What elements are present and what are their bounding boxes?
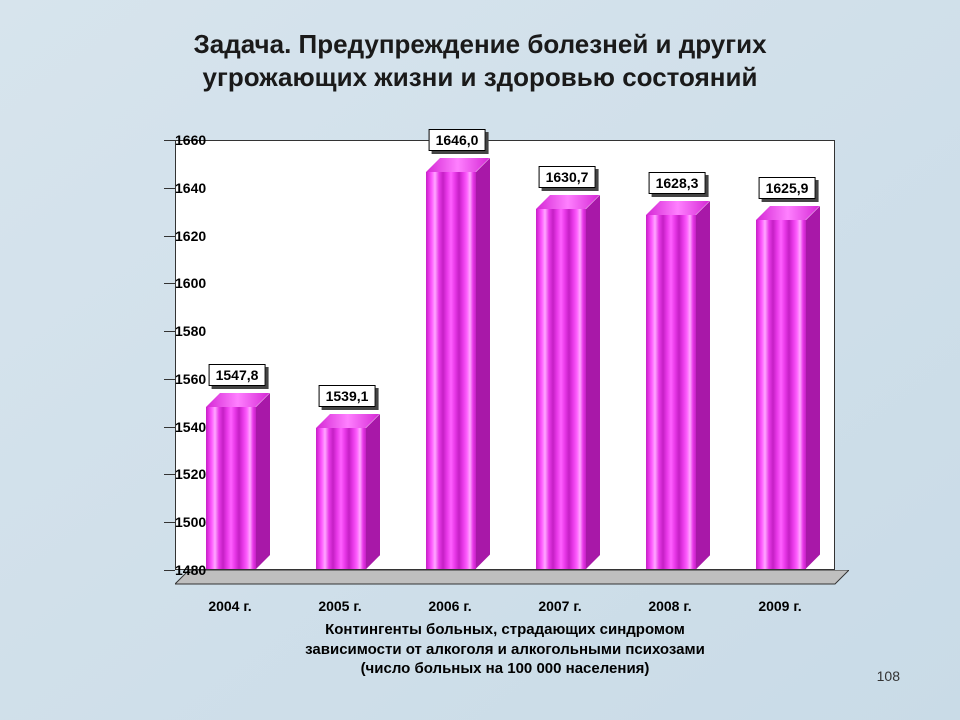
bar-top [756,206,820,220]
bar-front [646,215,696,569]
bar-front [206,407,256,569]
y-tick [164,522,175,523]
x-axis-labels: 2004 г. 2005 г. 2006 г. 2007 г. 2008 г. 2009 … [175,598,835,618]
value-label: 1547,8 [209,364,266,386]
value-label: 1646,0 [429,129,486,151]
bar [206,407,256,569]
plot-area [175,140,835,570]
y-tick [164,236,175,237]
bar-top [646,201,710,215]
x-tick-label: 2005 г. [318,598,361,614]
y-tick [164,188,175,189]
bar-side [696,201,710,569]
bar [316,428,366,569]
bar [426,172,476,569]
y-tick [164,570,175,571]
bar-side [806,206,820,569]
bars-layer [176,141,834,569]
y-tick [164,474,175,475]
bar-side [586,195,600,569]
x-tick-label: 2004 г. [208,598,251,614]
chart-frame: 1480150015201540156015801600162016401660… [95,120,855,660]
bar-top [316,414,380,428]
bar-side [256,393,270,569]
page-title: Задача. Предупреждение болезней и других… [0,28,960,93]
bar-side [366,414,380,569]
bar-front [316,428,366,569]
bar [646,215,696,569]
value-label: 1628,3 [649,172,706,194]
bar-top [536,195,600,209]
bar [756,220,806,569]
x-tick-label: 2007 г. [538,598,581,614]
y-tick [164,379,175,380]
x-tick-label: 2006 г. [428,598,471,614]
bar [536,209,586,569]
y-tick [164,427,175,428]
y-tick [164,331,175,332]
x-tick-label: 2008 г. [648,598,691,614]
bar-front [756,220,806,569]
bar-top [206,393,270,407]
value-label: 1625,9 [759,177,816,199]
plot-floor-3d [175,570,835,586]
bar-front [536,209,586,569]
value-label: 1630,7 [539,166,596,188]
bar-top [426,158,490,172]
value-label: 1539,1 [319,385,376,407]
y-tick [164,283,175,284]
bar-front [426,172,476,569]
page-number: 108 [877,668,900,684]
bar-side [476,158,490,569]
x-tick-label: 2009 г. [758,598,801,614]
y-tick [164,140,175,141]
chart-caption: Контингенты больных, страдающих синдромо… [175,620,835,679]
